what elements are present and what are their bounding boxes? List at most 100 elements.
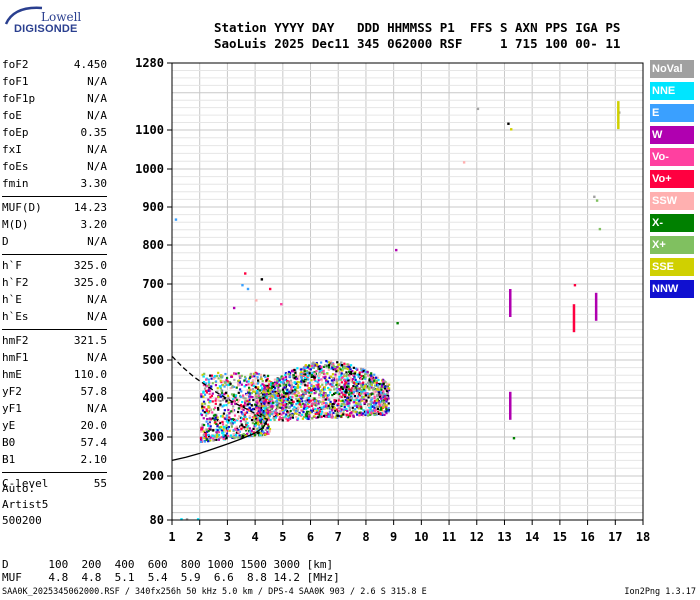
data-point — [274, 395, 277, 398]
data-point — [323, 391, 326, 395]
data-point — [248, 427, 251, 430]
data-point — [329, 361, 332, 365]
data-point — [307, 374, 310, 377]
trace-curve — [171, 419, 269, 462]
data-point — [355, 384, 359, 387]
data-point — [375, 381, 378, 384]
data-point — [211, 400, 214, 403]
data-point — [296, 384, 299, 387]
data-point — [368, 379, 371, 382]
data-point — [347, 365, 350, 368]
data-point — [253, 407, 256, 411]
data-point — [228, 412, 231, 415]
data-point — [212, 377, 215, 380]
data-point — [277, 386, 280, 389]
data-point — [299, 389, 303, 392]
param-row: foF1 N/A — [2, 75, 107, 91]
data-point — [258, 391, 262, 394]
data-point — [337, 402, 340, 405]
data-point — [268, 410, 272, 413]
data-point — [338, 383, 341, 386]
data-point — [256, 400, 259, 403]
data-point — [334, 399, 338, 402]
data-point — [294, 412, 297, 415]
data-point — [336, 414, 340, 417]
data-point — [331, 409, 334, 412]
data-point — [215, 422, 218, 425]
data-point — [320, 415, 323, 418]
data-point — [296, 412, 299, 415]
data-point — [279, 406, 282, 409]
x-tick-label: 9 — [390, 530, 397, 544]
data-point — [341, 366, 345, 369]
data-point — [276, 380, 280, 383]
data-point — [328, 388, 331, 391]
data-point — [248, 406, 252, 410]
param-name: foEp — [2, 126, 29, 139]
data-point — [262, 420, 265, 423]
data-point — [318, 400, 321, 403]
data-point — [325, 405, 329, 409]
data-point — [386, 389, 389, 392]
data-point — [262, 402, 265, 405]
data-point — [256, 398, 260, 402]
data-point — [326, 407, 329, 410]
param-name: hmF2 — [2, 334, 29, 347]
data-point — [207, 424, 210, 427]
data-point — [369, 403, 372, 406]
data-point — [281, 376, 284, 379]
param-value: 55 — [93, 477, 107, 490]
data-point — [263, 398, 266, 402]
data-point — [262, 430, 265, 433]
data-point — [361, 396, 364, 399]
data-point — [354, 378, 357, 381]
data-point — [222, 384, 225, 387]
data-point — [292, 408, 295, 411]
data-point — [262, 405, 265, 408]
data-point — [310, 410, 313, 413]
data-point — [377, 386, 380, 389]
data-point — [209, 436, 212, 439]
data-point — [270, 413, 274, 416]
data-point — [315, 383, 318, 387]
data-point — [375, 384, 378, 388]
data-point — [250, 384, 253, 387]
data-point — [357, 407, 360, 410]
data-point — [344, 403, 347, 406]
data-point — [221, 432, 224, 435]
data-point — [366, 392, 370, 395]
param-row: yF1 N/A — [2, 402, 107, 418]
data-point — [237, 372, 240, 375]
data-point — [238, 430, 241, 433]
data-point — [370, 405, 373, 408]
data-point — [347, 385, 350, 388]
data-point — [337, 399, 340, 402]
data-point — [227, 396, 230, 399]
x-tick-label: 6 — [307, 530, 314, 544]
data-point — [216, 390, 219, 393]
data-point — [286, 414, 290, 418]
logo-digisonde: DIGISONDE — [14, 23, 78, 35]
data-point — [381, 383, 384, 387]
data-point — [256, 376, 259, 379]
data-point — [309, 411, 312, 414]
data-point — [225, 391, 228, 394]
data-point — [245, 393, 248, 397]
data-point — [335, 387, 338, 390]
data-point — [290, 396, 293, 400]
data-point — [212, 414, 216, 417]
data-point — [293, 368, 296, 372]
data-point — [322, 395, 325, 398]
data-point — [271, 401, 275, 404]
data-point — [267, 386, 270, 389]
data-point — [276, 378, 279, 381]
data-point — [303, 392, 306, 395]
param-name: C-level — [2, 477, 49, 490]
x-tick-label: 16 — [580, 530, 594, 544]
data-point — [354, 371, 357, 374]
data-point — [347, 404, 350, 407]
data-point — [210, 394, 214, 397]
data-point — [220, 391, 224, 394]
data-point — [244, 403, 247, 406]
data-point — [202, 434, 205, 437]
